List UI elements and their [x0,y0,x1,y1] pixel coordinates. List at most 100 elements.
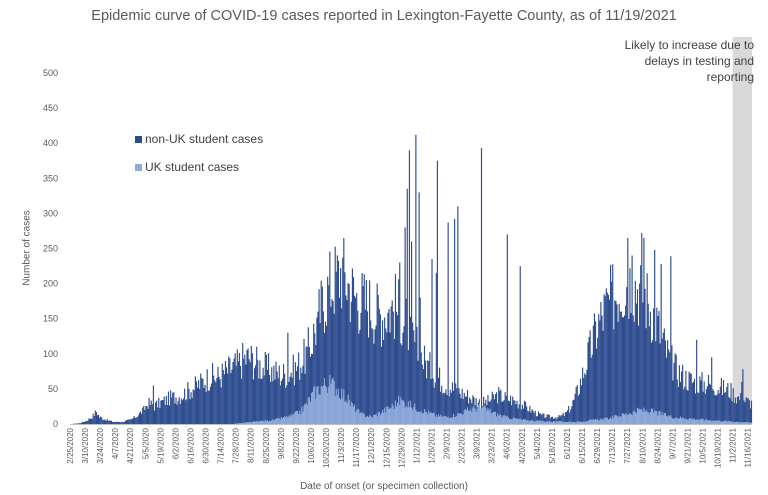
bar-uk [499,414,501,424]
bar-non-uk [698,393,700,424]
bar-uk [630,413,632,424]
bar-uk [454,416,456,424]
bar-non-uk [742,369,744,424]
bar-uk [718,420,720,424]
bar-non-uk [531,409,533,424]
y-tick-label: 150 [43,314,58,324]
bar-uk [416,411,418,424]
x-tick-label: 6/16/2020 [187,427,196,463]
bar-non-uk [745,397,747,424]
bar-uk [729,421,731,424]
bar-uk [714,420,716,424]
bar-uk [703,420,705,424]
bar-non-uk [683,389,685,424]
bar-non-uk [106,418,108,424]
bar-non-uk [493,399,495,424]
bar-non-uk [145,406,147,424]
y-tick-label: 450 [43,103,58,113]
bar-non-uk [452,390,455,424]
bar-non-uk [199,388,201,424]
bar-non-uk [422,369,424,424]
bar-uk [321,386,323,424]
bar-uk [264,420,266,424]
bar-non-uk [350,301,352,424]
bar-uk [369,415,371,424]
bar-non-uk [146,405,148,424]
bar-non-uk [159,408,161,424]
bar-uk [664,412,667,424]
bar-non-uk [424,360,427,424]
bar-non-uk [390,306,392,424]
bar-non-uk [740,392,742,424]
bar-uk [634,412,636,424]
bar-non-uk [713,390,715,424]
bar-uk [365,416,367,424]
bar-non-uk [351,268,353,424]
bar-non-uk [447,222,449,424]
bar-uk [616,416,618,424]
bar-non-uk [265,354,267,424]
bar-non-uk [284,373,286,424]
bar-non-uk [253,368,256,424]
bar-non-uk [578,394,580,424]
bar-non-uk [644,288,646,424]
bar-non-uk [171,397,173,424]
bar-uk [672,418,674,424]
bar-uk [712,420,714,424]
bar-non-uk [211,363,214,424]
bar-uk [559,420,561,424]
bar-uk [500,414,502,424]
bar-uk [367,417,370,424]
bar-non-uk [670,256,672,424]
bar-uk [677,418,679,424]
bar-uk [505,416,507,424]
bar-uk [615,414,617,424]
bar-uk [626,414,628,424]
bar-uk [292,414,294,424]
bar-uk [446,417,448,424]
bar-non-uk [291,377,293,424]
bar-uk [299,410,301,424]
bar-non-uk [622,317,625,424]
bar-uk [586,421,588,424]
bar-non-uk [699,376,701,424]
bar-uk [575,422,577,424]
bar-non-uk [337,260,340,424]
bar-non-uk [500,389,502,424]
bar-non-uk [591,354,593,424]
bar-non-uk [102,419,104,424]
bar-non-uk [129,419,131,424]
bar-non-uk [528,411,530,424]
bar-non-uk [99,417,101,424]
bar-non-uk [289,376,291,424]
bar-uk [399,404,401,424]
bar-non-uk [686,389,688,424]
bar-non-uk [564,412,566,424]
bar-uk [641,409,643,424]
bar-non-uk [523,400,526,424]
bar-uk [608,419,611,424]
bar-non-uk [252,379,255,424]
bar-non-uk [549,418,551,424]
bar-non-uk [312,353,314,424]
bar-uk [256,421,258,424]
bar-non-uk [177,400,179,424]
bar-non-uk [317,311,319,424]
bar-uk [436,417,438,424]
bar-uk [445,416,447,424]
bar-uk [250,422,252,424]
bar-uk [558,420,560,424]
bar-uk [602,420,604,424]
bar-uk [707,420,710,424]
bar-non-uk [103,419,105,424]
bar-non-uk [692,381,694,424]
bar-uk [742,422,744,424]
bar-uk [745,421,747,424]
bar-non-uk [558,414,560,424]
bar-non-uk [92,413,94,424]
bar-non-uk [555,417,557,424]
bar-non-uk [747,398,749,424]
bar-uk [305,402,307,424]
bar-non-uk [91,418,93,424]
bar-uk [740,422,742,424]
